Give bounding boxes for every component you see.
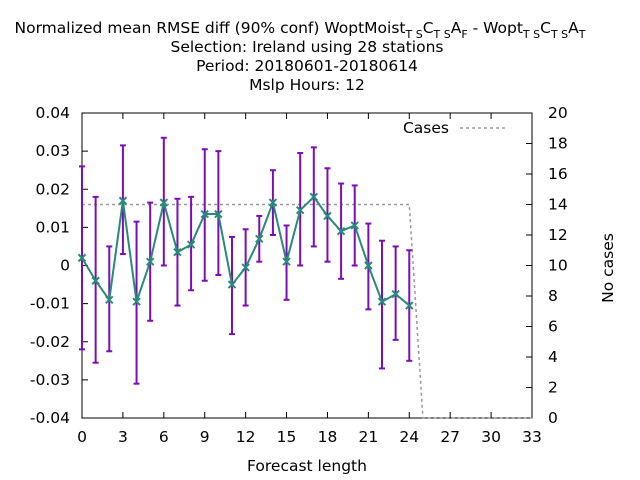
y-tick-label-4: 0: [60, 257, 70, 275]
y2-tick-label-3: 14: [548, 196, 568, 214]
y2-tick-label-8: 4: [548, 348, 558, 366]
data-point-14: [268, 198, 278, 207]
errorbars: [79, 136, 413, 385]
x-tick-label-7: 21: [358, 428, 378, 446]
y2-axis-label: No cases: [599, 233, 617, 303]
x-tick-label-6: 18: [318, 428, 338, 446]
data-point-4: [132, 297, 141, 306]
data-point-9: [200, 209, 209, 219]
y2-tick-label-9: 2: [548, 379, 558, 397]
data-point-10: [214, 209, 223, 219]
x-tick-label-0: 0: [77, 428, 87, 446]
data-point-23: [391, 289, 400, 299]
y-tick-label-7: -0.03: [30, 371, 70, 389]
data-point-11: [227, 280, 237, 289]
data-point-13: [255, 234, 264, 244]
data-point-24: [405, 301, 414, 310]
y2-tick-label-0: 20: [548, 104, 568, 122]
y-tick-label-8: -0.04: [30, 409, 70, 427]
data-point-0: [77, 253, 87, 263]
chart-title-line1: Normalized mean RMSE diff (90% conf) Wop…: [15, 19, 586, 41]
y2-tick-label-6: 8: [548, 287, 558, 305]
cases-line: [82, 203, 532, 419]
x-tick-label-10: 30: [481, 428, 501, 446]
data-point-22: [377, 297, 387, 306]
chart-title-line3: Period: 20180601-20180614: [196, 57, 418, 75]
y2-tick-label-2: 16: [548, 165, 568, 183]
legend: Cases: [403, 119, 506, 137]
x-tick-label-11: 33: [522, 428, 542, 446]
y-tick-label-3: 0.01: [35, 218, 70, 236]
x-tick-label-1: 3: [118, 428, 128, 446]
y-tick-label-1: 0.03: [35, 142, 70, 160]
data-point-3: [118, 196, 128, 205]
y2-tick-label-10: 0: [548, 409, 558, 427]
data-point-5: [145, 257, 155, 266]
data-point-20: [350, 221, 359, 230]
x-tick-label-3: 9: [200, 428, 210, 446]
errorbar-22: [379, 239, 385, 370]
data-point-18: [323, 211, 332, 221]
x-tick-label-4: 12: [236, 428, 256, 446]
x-tick-label-5: 15: [277, 428, 297, 446]
data-point-8: [186, 240, 196, 249]
data-point-2: [105, 295, 114, 305]
x-tick-label-8: 24: [399, 428, 419, 446]
data-point-19: [336, 226, 346, 236]
x-tick-label-2: 6: [159, 428, 169, 446]
y-tick-label-5: -0.01: [30, 295, 70, 313]
data-point-6: [159, 198, 169, 207]
y2-tick-label-4: 12: [548, 226, 568, 244]
y2-tick-label-5: 10: [548, 257, 568, 275]
axis-ticks: 0 3 6 9 12 15 18 21 24 27 30 330.040.030.020.010-0.…: [30, 104, 568, 446]
chart-title-line2: Selection: Ireland using 28 stations: [171, 38, 444, 56]
data-point-16: [295, 206, 305, 215]
cases-series: [82, 203, 532, 419]
data-point-15: [282, 257, 291, 266]
y2-tick-label-1: 18: [548, 135, 568, 153]
data-point-1: [91, 276, 100, 285]
data-point-21: [364, 261, 373, 270]
data-point-7: [173, 247, 182, 257]
data-point-12: [241, 263, 250, 272]
y-tick-label-0: 0.04: [35, 104, 70, 122]
x-axis-label: Forecast length: [247, 457, 367, 475]
x-tick-label-9: 27: [440, 428, 460, 446]
y2-tick-label-7: 6: [548, 318, 558, 336]
data-point-17: [309, 192, 319, 202]
y-tick-label-2: 0.02: [35, 180, 70, 198]
chart-title-line4: Mslp Hours: 12: [249, 76, 365, 94]
rmse-diff-markers: [77, 192, 414, 310]
y-tick-label-6: -0.02: [30, 333, 70, 351]
legend-label-cases: Cases: [403, 119, 449, 137]
